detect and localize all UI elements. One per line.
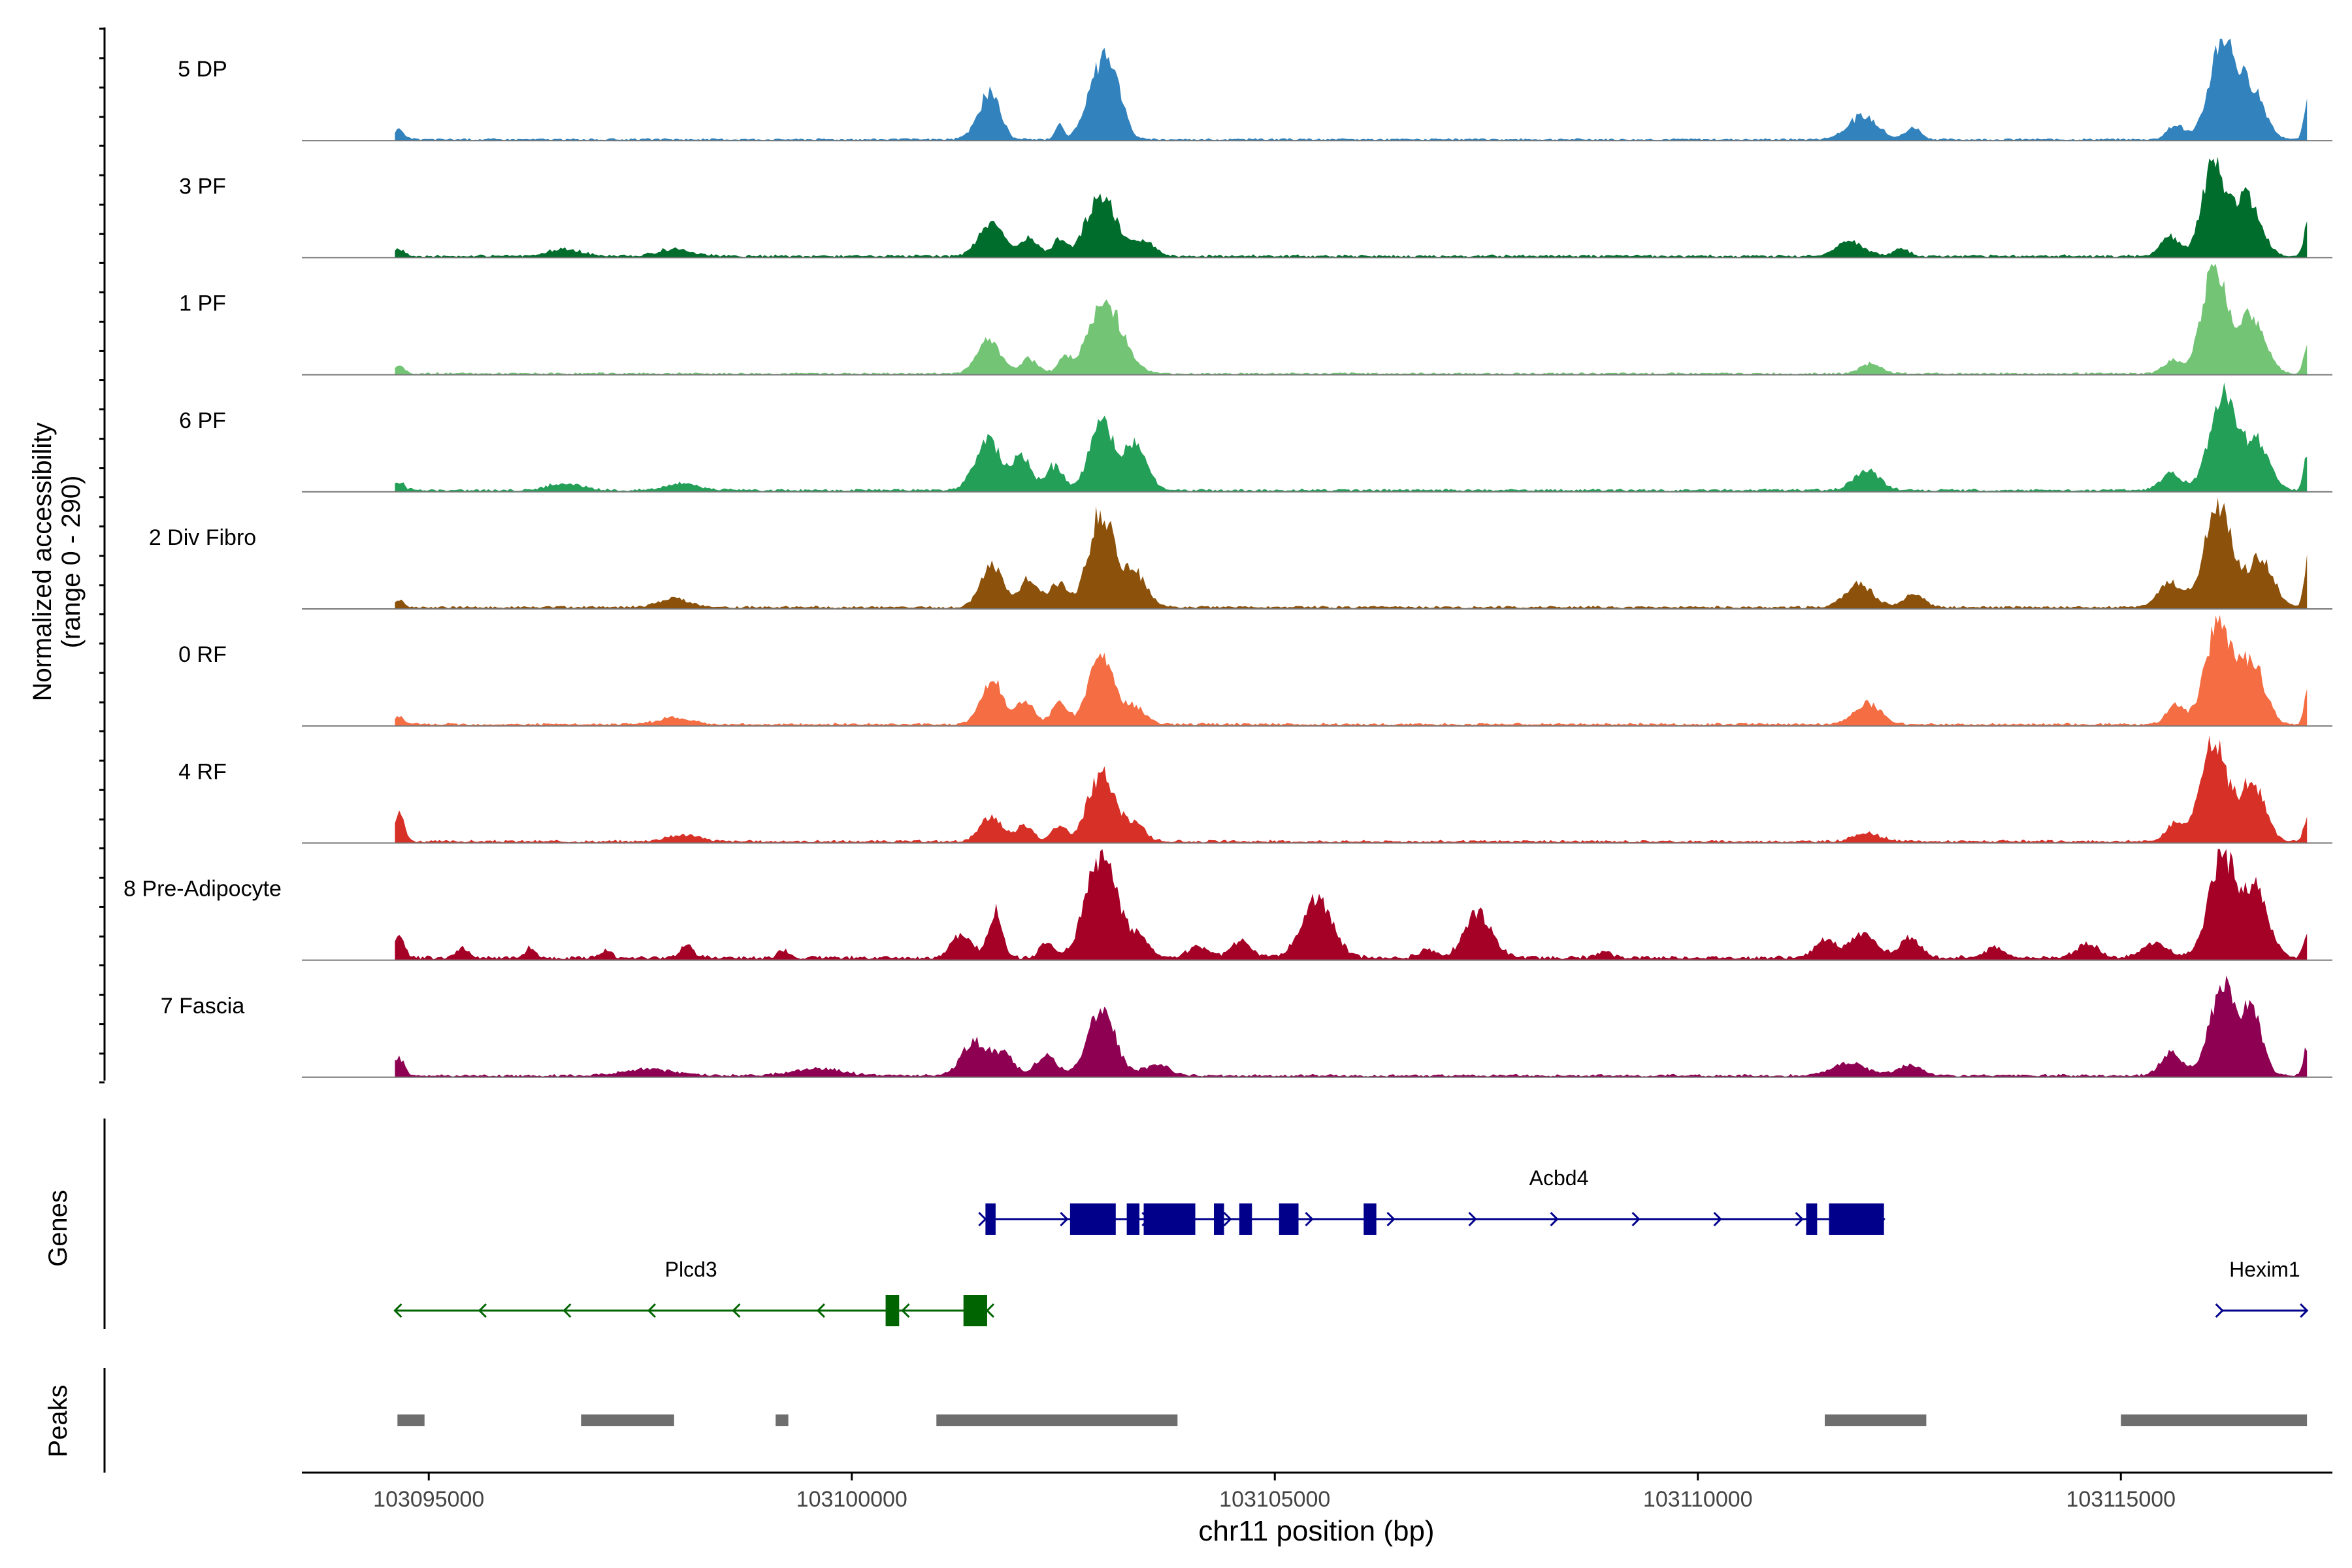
coverage-tracks: 5 DP 3 PF 1 PF 6 PF 2 Div Fibro 0 RF 4 RF 8 Pre… <box>123 39 2332 1078</box>
x-axis: 103095000 103100000 103105000 103110000 1031… <box>302 1471 2332 1512</box>
strand-arrow <box>732 1303 741 1318</box>
x-tick-label: 103110000 <box>1643 1487 1753 1512</box>
gene: Hexim1 <box>2215 1258 2309 1318</box>
strand-arrow <box>1795 1211 1804 1227</box>
peak-region <box>1825 1414 1927 1426</box>
coverage-track: 2 Div Fibro <box>149 498 2332 610</box>
strand-arrow <box>2215 1303 2224 1318</box>
coverage-track: 7 Fascia <box>161 975 2332 1078</box>
strand-arrow <box>1386 1211 1396 1227</box>
left-axis-column <box>99 27 106 1473</box>
coverage-area <box>395 615 2308 727</box>
strand-arrow <box>1713 1211 1722 1227</box>
gene-exon <box>1126 1203 1140 1235</box>
coverage-area <box>395 498 2308 609</box>
strand-arrow <box>1631 1211 1641 1227</box>
gene-exon <box>1214 1203 1224 1235</box>
strand-arrow <box>393 1303 402 1318</box>
gene-exon <box>963 1295 987 1326</box>
gene-label: Hexim1 <box>2229 1258 2300 1281</box>
track-label: 0 RF <box>178 642 227 667</box>
peak-region <box>397 1414 425 1426</box>
gene-exon <box>1806 1203 1818 1235</box>
x-tick-label: 103115000 <box>2066 1487 2176 1512</box>
coverage-track: 8 Pre-Adipocyte <box>123 849 2332 961</box>
strand-arrow <box>647 1303 657 1318</box>
coverage-track: 1 PF <box>179 263 2332 376</box>
coverage-area <box>395 736 2308 843</box>
track-label: 8 Pre-Adipocyte <box>123 877 282 902</box>
coverage-area <box>395 975 2308 1077</box>
gene-exon <box>1279 1203 1299 1235</box>
coverage-track: 0 RF <box>178 615 2332 727</box>
strand-arrow <box>1550 1211 1559 1227</box>
peak-region <box>581 1414 674 1426</box>
coverage-area <box>395 849 2308 960</box>
gene-exon <box>1829 1203 1884 1235</box>
strand-arrow <box>1060 1211 1069 1227</box>
coverage-area <box>395 39 2308 141</box>
strand-arrow <box>563 1303 572 1318</box>
strand-arrow <box>985 1303 995 1318</box>
gene-exon <box>1143 1203 1196 1235</box>
gene: Plcd3 <box>393 1258 995 1326</box>
track-label: 4 RF <box>178 759 227 784</box>
coverage-track: 4 RF <box>178 736 2332 844</box>
peak-region <box>776 1414 789 1426</box>
strand-arrow <box>978 1211 987 1227</box>
strand-arrow <box>1223 1211 1232 1227</box>
track-label: 5 DP <box>178 57 227 82</box>
track-label: 1 PF <box>179 291 226 316</box>
x-tick-label: 103095000 <box>373 1487 484 1512</box>
coverage-track: 5 DP <box>178 39 2332 142</box>
strand-arrow <box>478 1303 487 1318</box>
coverage-area <box>395 263 2308 375</box>
gene-track: Acbd4 Plcd3 Hexim1 <box>393 1166 2309 1326</box>
strand-arrow <box>2300 1303 2309 1318</box>
x-tick-label: 103100000 <box>796 1487 907 1512</box>
x-tick-label: 103105000 <box>1219 1487 1330 1512</box>
track-label: 6 PF <box>179 408 226 433</box>
strand-arrow <box>1468 1211 1477 1227</box>
track-label: 3 PF <box>179 174 226 199</box>
peak-region <box>936 1414 1178 1426</box>
gene-exon <box>1070 1203 1116 1235</box>
coverage-track: 6 PF <box>179 382 2332 493</box>
gene-exon <box>885 1295 900 1326</box>
coverage-area <box>395 156 2308 258</box>
strand-arrow <box>816 1303 826 1318</box>
gene-exon <box>985 1203 996 1235</box>
strand-arrow <box>901 1303 910 1318</box>
peak-region <box>2121 1414 2308 1426</box>
x-axis-title: chr11 position (bp) <box>1198 1515 1434 1547</box>
gene: Acbd4 <box>978 1166 1886 1235</box>
peak-track <box>397 1414 2308 1426</box>
coverage-track: 3 PF <box>179 156 2332 259</box>
track-label: 7 Fascia <box>161 994 245 1019</box>
gene-label: Plcd3 <box>665 1258 717 1281</box>
y-axis-title-line1: Normalized accessibility <box>28 423 57 702</box>
genes-panel-label: Genes <box>44 1190 73 1267</box>
gene-exon <box>1364 1203 1377 1235</box>
gene-label: Acbd4 <box>1529 1166 1589 1190</box>
strand-arrow <box>1305 1211 1314 1227</box>
track-label: 2 Div Fibro <box>149 525 256 550</box>
coverage-area <box>395 382 2308 492</box>
peaks-panel-label: Peaks <box>44 1384 73 1457</box>
gene-exon <box>1239 1203 1252 1235</box>
y-axis-title-line2: (range 0 - 290) <box>57 476 86 649</box>
